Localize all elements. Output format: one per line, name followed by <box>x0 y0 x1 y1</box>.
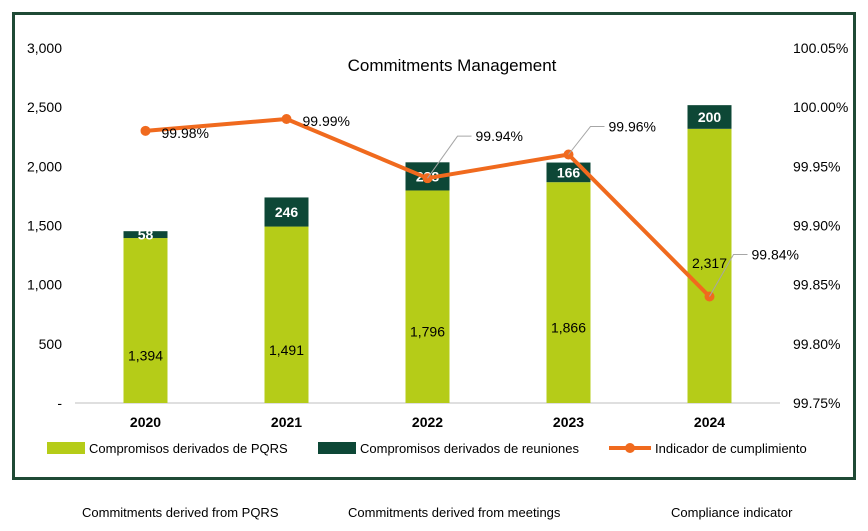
chart-title: Commitments Management <box>348 56 557 75</box>
bar-meetings <box>264 197 309 227</box>
x-tick-label: 2024 <box>694 414 725 430</box>
point-compliance <box>140 125 151 136</box>
data-label-compliance: 99.98% <box>162 125 209 141</box>
y-left-tick-label: 2,500 <box>27 99 62 115</box>
legend-swatch-pqrs <box>47 442 85 454</box>
bar-meetings <box>687 105 732 129</box>
legend-swatch-meetings <box>318 442 356 454</box>
leader-line <box>709 254 748 297</box>
x-tick-label: 2023 <box>553 414 584 430</box>
data-label-pqrs: 1,394 <box>128 348 163 364</box>
caption-pqrs: Commitments derived from PQRS <box>82 505 279 520</box>
data-label-meetings: 246 <box>275 204 299 220</box>
y-left-tick-label: 3,000 <box>27 40 62 56</box>
y-right-tick-label: 99.90% <box>793 218 840 234</box>
legend-swatch-point <box>625 443 635 453</box>
y-left-tick-label: 1,000 <box>27 277 62 293</box>
y-left-tick-label: 1,500 <box>27 218 62 234</box>
y-right-tick-label: 99.95% <box>793 158 840 174</box>
data-label-pqrs: 1,796 <box>410 324 445 340</box>
data-label-meetings: 200 <box>698 109 722 125</box>
data-label-compliance: 99.99% <box>303 113 350 129</box>
y-right-tick-label: 99.75% <box>793 395 840 411</box>
chart-svg: Commitments Management - 500 1,000 1,500 2,00… <box>27 40 848 456</box>
bar-pqrs <box>546 182 591 403</box>
leader-line <box>568 126 605 155</box>
data-label-compliance: 99.94% <box>476 128 523 144</box>
legend-label-compliance: Indicador de cumplimiento <box>655 441 807 456</box>
y-right-tick-label: 99.85% <box>793 277 840 293</box>
data-label-pqrs: 1,866 <box>551 320 586 336</box>
y-left-tick-label: - <box>57 395 62 411</box>
x-tick-label: 2022 <box>412 414 443 430</box>
bar-meetings <box>123 231 168 239</box>
bar-pqrs <box>687 128 732 403</box>
data-label-meetings: 166 <box>557 164 581 180</box>
chart-frame: Commitments Management - 500 1,000 1,500 2,00… <box>12 12 856 480</box>
data-label-compliance: 99.84% <box>752 247 799 263</box>
y-right-tick-label: 100.05% <box>793 40 848 56</box>
point-compliance <box>281 114 292 124</box>
data-label-pqrs: 2,317 <box>692 255 727 271</box>
data-label-compliance: 99.96% <box>609 119 656 135</box>
caption-meetings: Commitments derived from meetings <box>348 505 561 520</box>
bar-pqrs <box>264 226 309 403</box>
legend-label-pqrs: Compromisos derivados de PQRS <box>89 441 288 456</box>
y-right-tick-label: 100.00% <box>793 99 848 115</box>
y-left-tick-label: 2,000 <box>27 158 62 174</box>
bar-pqrs <box>123 238 168 403</box>
bar-pqrs <box>405 190 450 403</box>
x-tick-label: 2021 <box>271 414 302 430</box>
legend-label-meetings: Compromisos derivados de reuniones <box>360 441 579 456</box>
y-right-tick-label: 99.80% <box>793 336 840 352</box>
caption-compliance: Compliance indicator <box>671 505 793 520</box>
x-tick-label: 2020 <box>130 414 161 430</box>
leader-line <box>427 135 472 179</box>
data-label-meetings: 58 <box>138 227 154 243</box>
y-left-tick-label: 500 <box>39 336 63 352</box>
data-label-pqrs: 1,491 <box>269 342 304 358</box>
